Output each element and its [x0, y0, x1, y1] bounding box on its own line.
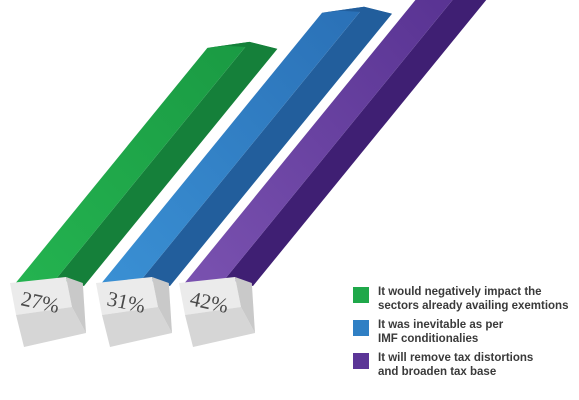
bar-side-face — [56, 41, 278, 286]
legend-item: It was inevitable as per IMF conditional… — [353, 318, 577, 346]
legend-swatch-green — [353, 287, 369, 303]
legend-item: It would negatively impact the sectors a… — [353, 285, 577, 313]
bar-end-cap — [322, 6, 393, 14]
bar-label-box-side — [152, 277, 172, 333]
bar-top-face — [183, 0, 453, 285]
bar-label-box — [96, 277, 158, 315]
bar-top-face — [100, 6, 365, 285]
legend-label: It will remove tax distortions and broad… — [378, 352, 534, 378]
bar-label-box-side — [66, 277, 86, 333]
bar-label-box-shadow — [185, 307, 255, 347]
bar-end-cap — [207, 41, 278, 49]
legend-item: It will remove tax distortions and broad… — [353, 351, 577, 379]
legend-swatch-blue — [353, 320, 369, 336]
bar-label-box-shadow — [16, 307, 86, 347]
bar-label-box-side — [235, 277, 255, 333]
chart-legend: It would negatively impact the sectors a… — [353, 285, 577, 384]
legend-label: It would negatively impact the sectors a… — [378, 286, 569, 312]
legend-swatch-purple — [353, 353, 369, 369]
bar-label-box — [10, 277, 72, 315]
bar-top-face — [14, 41, 250, 285]
bar-side-face — [142, 6, 393, 286]
bar-side-face — [225, 0, 487, 286]
bar-label-box-shadow — [102, 307, 172, 347]
bar-label-box — [179, 277, 241, 315]
legend-label: It was inevitable as per IMF conditional… — [378, 319, 504, 345]
